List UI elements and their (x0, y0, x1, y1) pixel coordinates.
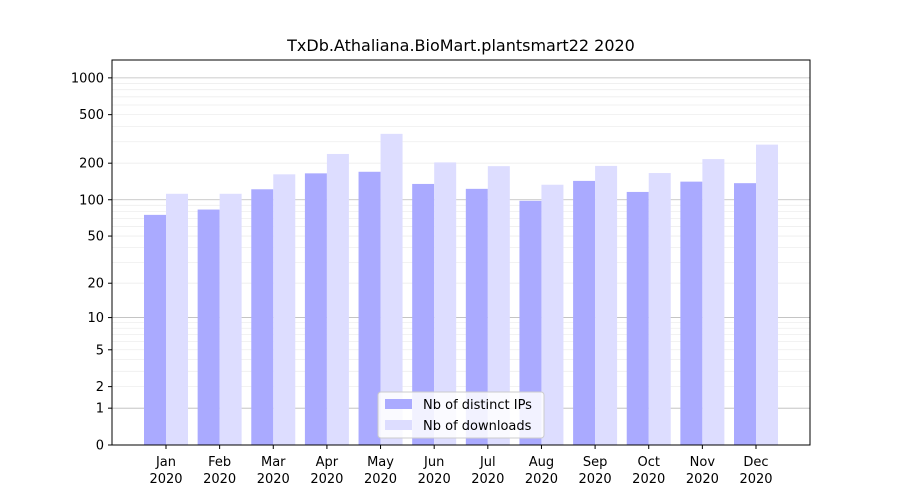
x-tick-label-year: 2020 (149, 472, 182, 487)
x-tick-label-month: May (367, 455, 394, 470)
x-tick-label-month: Sep (583, 455, 608, 470)
y-tick-label: 20 (87, 277, 104, 292)
bar-distinct-ips (680, 181, 703, 445)
x-tick-label-month: Feb (208, 455, 231, 470)
bar-distinct-ips (519, 200, 542, 445)
legend-swatch (385, 399, 412, 409)
x-tick-label-month: Jul (479, 455, 496, 470)
x-tick-label-month: Oct (637, 455, 659, 470)
bar-distinct-ips (626, 191, 649, 445)
bar-distinct-ips (465, 188, 488, 445)
bars (144, 133, 778, 446)
bar-distinct-ips (251, 189, 274, 445)
x-tick-label-month: Apr (316, 455, 339, 470)
x-tick-label-month: Dec (743, 455, 768, 470)
x-tick-label-year: 2020 (418, 472, 451, 487)
x-tick-label-year: 2020 (579, 472, 612, 487)
x-tick-label-year: 2020 (203, 472, 236, 487)
bar-downloads (595, 165, 618, 446)
x-tick-label-year: 2020 (310, 472, 343, 487)
bar-distinct-ips (573, 180, 596, 446)
x-tick-label-month: Nov (690, 455, 716, 470)
y-tick-label: 2 (96, 380, 104, 395)
bar-distinct-ips (358, 171, 381, 446)
y-tick-label: 0 (96, 439, 104, 454)
bar-downloads (487, 166, 510, 445)
bar-downloads (541, 184, 564, 445)
x-axis: Jan 2020 Feb 2020 Mar 2020 Apr 2020 May 2020 Jun 20… (149, 445, 773, 487)
bar-downloads (219, 193, 242, 445)
x-tick-label-year: 2020 (257, 472, 290, 487)
bar-distinct-ips (734, 183, 756, 445)
plot-frame (111, 59, 811, 446)
bar-downloads (756, 144, 778, 445)
bar-downloads (380, 133, 403, 445)
legend-label: Nb of downloads (423, 419, 532, 434)
x-tick-label-year: 2020 (364, 472, 397, 487)
y-tick-label: 100 (79, 193, 104, 208)
x-tick-label-year: 2020 (686, 472, 719, 487)
y-tick-label: 1000 (71, 71, 104, 86)
y-tick-label: 5 (96, 343, 104, 358)
bar-downloads (273, 174, 296, 446)
legend: Nb of distinct IPs Nb of downloads (377, 391, 545, 439)
x-tick-label-year: 2020 (525, 472, 558, 487)
x-tick-label-year: 2020 (739, 472, 772, 487)
bar-distinct-ips (304, 173, 327, 445)
bar-downloads (326, 153, 349, 445)
bar-downloads (434, 162, 457, 445)
x-tick-label-month: Mar (261, 455, 286, 470)
bar-distinct-ips (412, 183, 435, 445)
bar-downloads (166, 193, 188, 445)
chart-title: TxDb.Athaliana.BioMart.plantsmart22 2020 (286, 36, 635, 55)
legend-swatch (385, 420, 412, 430)
y-tick-label: 200 (79, 157, 104, 172)
y-tick-label: 1 (96, 402, 104, 417)
y-tick-label: 10 (87, 311, 104, 326)
bar-downloads (702, 159, 725, 445)
legend-box (377, 391, 545, 439)
y-axis: 0 1 2 5 10 20 50 100 200 500 1000 (71, 71, 112, 454)
bar-distinct-ips (197, 209, 220, 445)
x-tick-label-month: Jun (423, 455, 444, 470)
y-tick-label: 500 (79, 108, 104, 123)
x-tick-label-year: 2020 (471, 472, 504, 487)
y-tick-label: 50 (87, 230, 104, 245)
x-tick-label-month: Jan (155, 455, 176, 470)
x-tick-label-year: 2020 (632, 472, 665, 487)
legend-label: Nb of distinct IPs (423, 398, 532, 413)
x-tick-label-month: Aug (529, 455, 554, 470)
bar-downloads (648, 173, 671, 446)
bar-distinct-ips (144, 214, 166, 445)
